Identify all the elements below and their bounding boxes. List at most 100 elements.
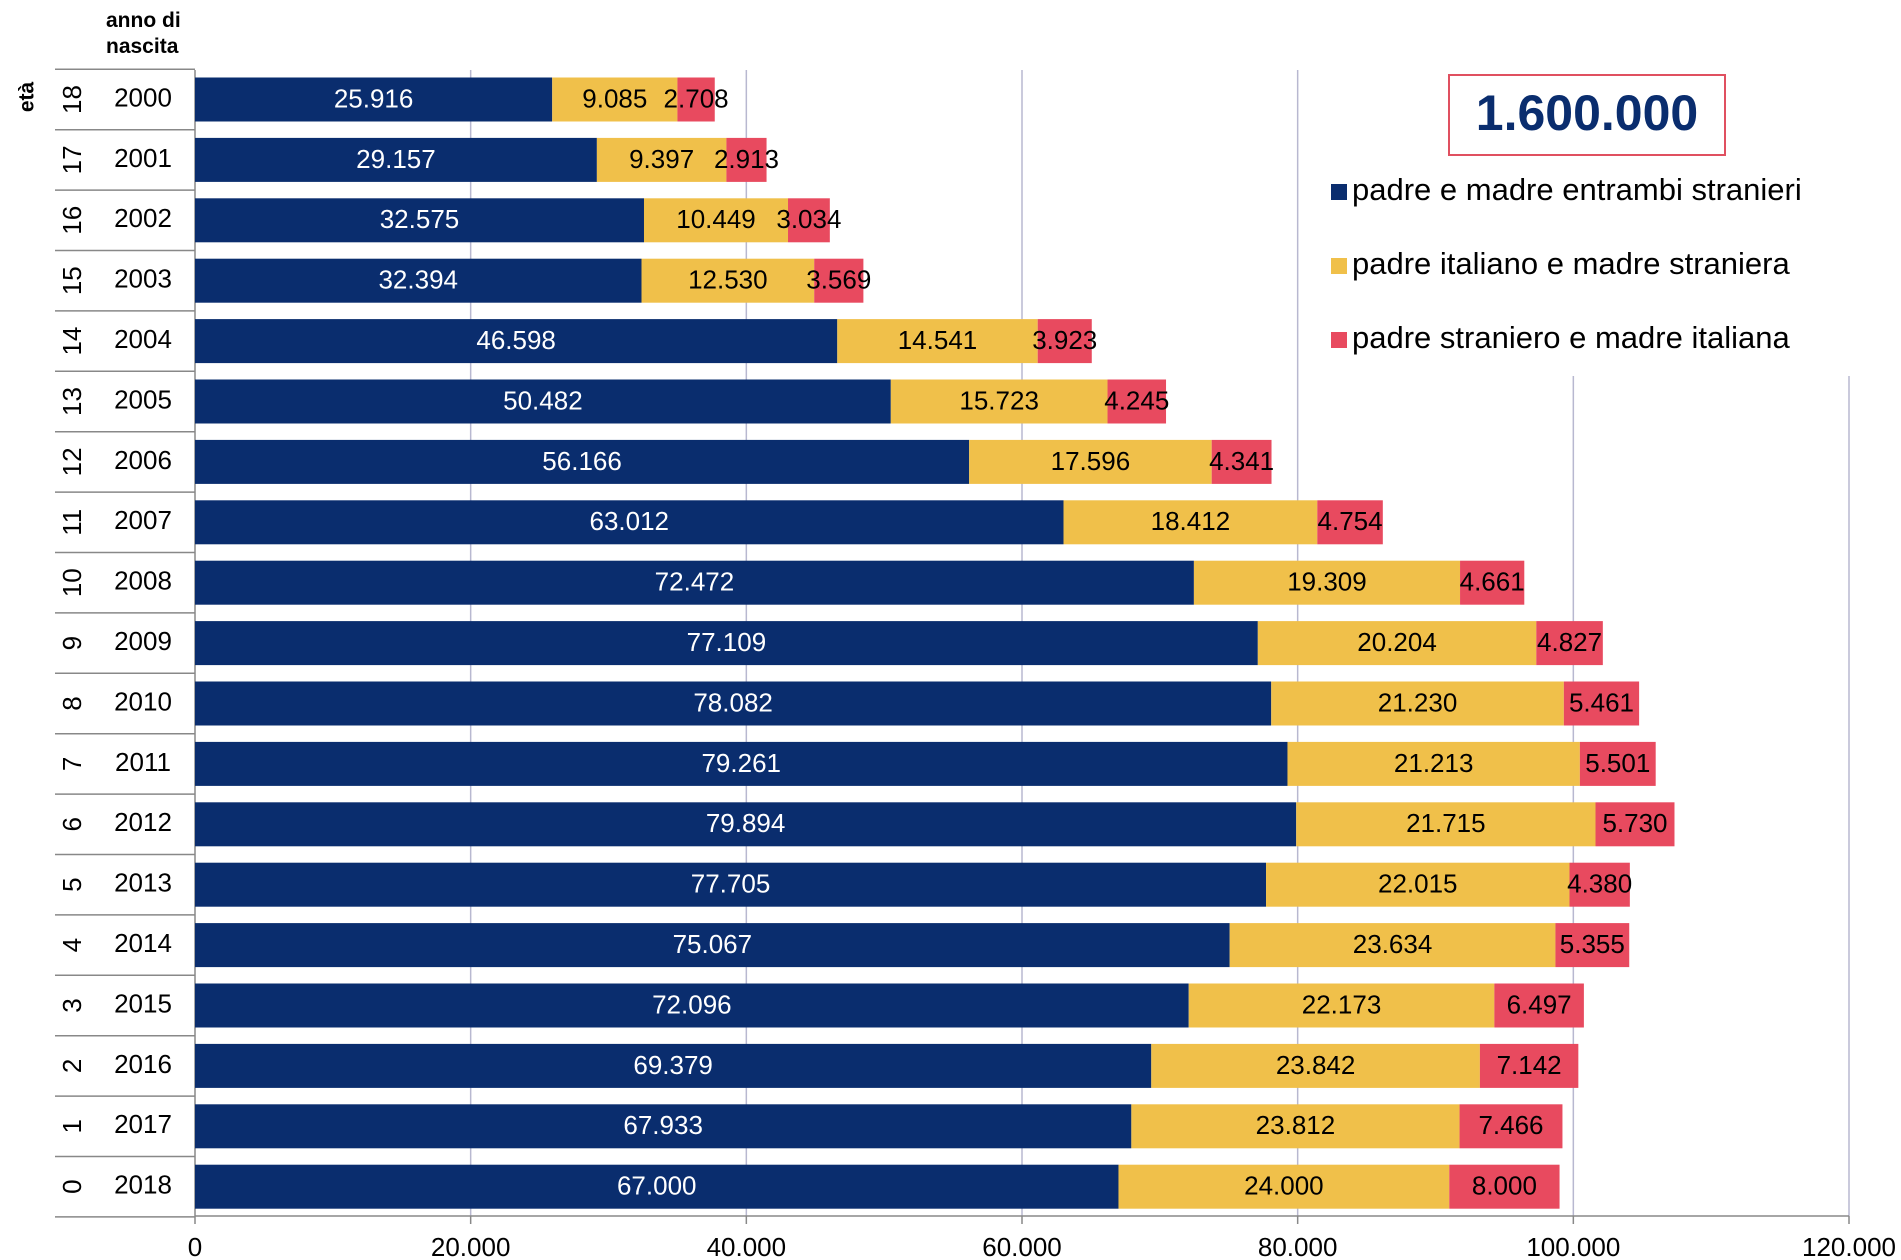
value-label: 21.213 bbox=[1394, 748, 1474, 778]
age-label: 2 bbox=[57, 1059, 87, 1073]
value-label: 3.923 bbox=[1032, 325, 1097, 355]
bar-segment bbox=[1569, 862, 1630, 907]
value-label: 3.034 bbox=[776, 204, 841, 234]
year-label: 2006 bbox=[114, 445, 172, 475]
legend-label: padre italiano e madre straniera bbox=[1352, 246, 1790, 281]
bar-segment bbox=[641, 258, 815, 303]
bar-segment bbox=[195, 77, 553, 122]
year-label: 2007 bbox=[114, 505, 172, 535]
value-label: 75.067 bbox=[673, 929, 753, 959]
value-label: 50.482 bbox=[503, 385, 583, 415]
bar-segment bbox=[1193, 560, 1461, 605]
age-label: 14 bbox=[57, 327, 87, 356]
bar-segment bbox=[788, 198, 830, 243]
value-label: 23.812 bbox=[1256, 1110, 1336, 1140]
value-label: 77.109 bbox=[687, 627, 767, 657]
year-label: 2016 bbox=[114, 1049, 172, 1079]
age-label: 7 bbox=[57, 757, 87, 771]
value-label: 69.379 bbox=[633, 1050, 713, 1080]
value-label: 21.230 bbox=[1378, 687, 1458, 717]
age-label: 10 bbox=[57, 568, 87, 597]
value-label: 56.166 bbox=[542, 446, 622, 476]
year-label: 2002 bbox=[114, 203, 172, 233]
x-tick-label: 20.000 bbox=[431, 1232, 511, 1260]
value-label: 15.723 bbox=[959, 385, 1039, 415]
bar-segment bbox=[1563, 681, 1640, 726]
bar-segment bbox=[1460, 560, 1525, 605]
bar-segment bbox=[195, 1104, 1132, 1149]
bar-segment bbox=[814, 258, 864, 303]
bar-segment bbox=[726, 137, 767, 182]
bar-segment bbox=[1317, 500, 1383, 545]
bar-segment bbox=[195, 862, 1267, 907]
age-label: 18 bbox=[57, 85, 87, 114]
value-label: 72.472 bbox=[655, 567, 735, 597]
bar-segment bbox=[1449, 1164, 1560, 1209]
bar-segment bbox=[1063, 500, 1318, 545]
x-tick-label: 0 bbox=[188, 1232, 202, 1260]
bar-segment bbox=[552, 77, 678, 122]
age-label: 3 bbox=[57, 998, 87, 1012]
value-label: 17.596 bbox=[1051, 446, 1131, 476]
age-label: 9 bbox=[57, 636, 87, 650]
year-label: 2008 bbox=[114, 566, 172, 596]
year-label: 2012 bbox=[114, 807, 172, 837]
value-label: 6.497 bbox=[1507, 989, 1572, 1019]
legend-swatch bbox=[1331, 332, 1347, 348]
value-label: 5.355 bbox=[1560, 929, 1625, 959]
year-label: 2014 bbox=[114, 928, 172, 958]
value-label: 18.412 bbox=[1151, 506, 1231, 536]
x-tick-label: 60.000 bbox=[982, 1232, 1062, 1260]
bar-segment bbox=[1257, 621, 1537, 666]
value-label: 3.569 bbox=[806, 265, 871, 295]
bar-segment bbox=[1151, 1043, 1480, 1088]
bar-segment bbox=[195, 258, 642, 303]
value-label: 78.082 bbox=[693, 687, 773, 717]
bar-segment bbox=[195, 1164, 1119, 1209]
x-tick-label: 80.000 bbox=[1258, 1232, 1338, 1260]
value-label: 22.173 bbox=[1302, 989, 1382, 1019]
value-label: 7.466 bbox=[1478, 1110, 1543, 1140]
bar-segment bbox=[1229, 923, 1556, 968]
value-label: 5.501 bbox=[1585, 748, 1650, 778]
value-label: 46.598 bbox=[476, 325, 556, 355]
legend-swatch bbox=[1331, 258, 1347, 274]
value-label: 4.380 bbox=[1567, 869, 1632, 899]
value-label: 10.449 bbox=[676, 204, 756, 234]
bar-segment bbox=[1579, 741, 1656, 786]
year-label: 2009 bbox=[114, 626, 172, 656]
age-label: 11 bbox=[57, 509, 87, 536]
year-label: 2001 bbox=[114, 143, 172, 173]
value-label: 67.933 bbox=[623, 1110, 703, 1140]
y2-axis-label: anno di nascita bbox=[106, 9, 181, 58]
bar-segment bbox=[837, 319, 1038, 364]
annotation-box bbox=[1448, 74, 1726, 156]
bar-segment bbox=[195, 560, 1194, 605]
bar-segment bbox=[195, 923, 1230, 968]
age-label: 8 bbox=[57, 696, 87, 710]
value-label: 22.015 bbox=[1378, 869, 1458, 899]
year-label: 2003 bbox=[114, 264, 172, 294]
value-label: 67.000 bbox=[617, 1171, 697, 1201]
bar-segment bbox=[1107, 379, 1167, 424]
bar-segment bbox=[1287, 741, 1580, 786]
value-label: 23.634 bbox=[1353, 929, 1433, 959]
bar-segment bbox=[1271, 681, 1564, 726]
year-label: 2005 bbox=[114, 384, 172, 414]
bar-segment bbox=[1494, 983, 1584, 1028]
bar-segment bbox=[1479, 1043, 1579, 1088]
value-label: 79.261 bbox=[701, 748, 781, 778]
legend-label: padre straniero e madre italiana bbox=[1352, 320, 1790, 355]
value-label: 63.012 bbox=[589, 506, 669, 536]
legend-label: padre e madre entrambi stranieri bbox=[1352, 172, 1802, 207]
year-label: 2013 bbox=[114, 868, 172, 898]
year-label: 2000 bbox=[114, 82, 172, 112]
bar-segment bbox=[195, 379, 891, 424]
bar-segment bbox=[643, 198, 789, 243]
value-label: 23.842 bbox=[1276, 1050, 1356, 1080]
y-axis-label: età bbox=[16, 82, 39, 113]
value-label: 19.309 bbox=[1287, 567, 1367, 597]
bar-segment bbox=[1266, 862, 1570, 907]
bar-segment bbox=[195, 1043, 1152, 1088]
value-label: 7.142 bbox=[1497, 1050, 1562, 1080]
